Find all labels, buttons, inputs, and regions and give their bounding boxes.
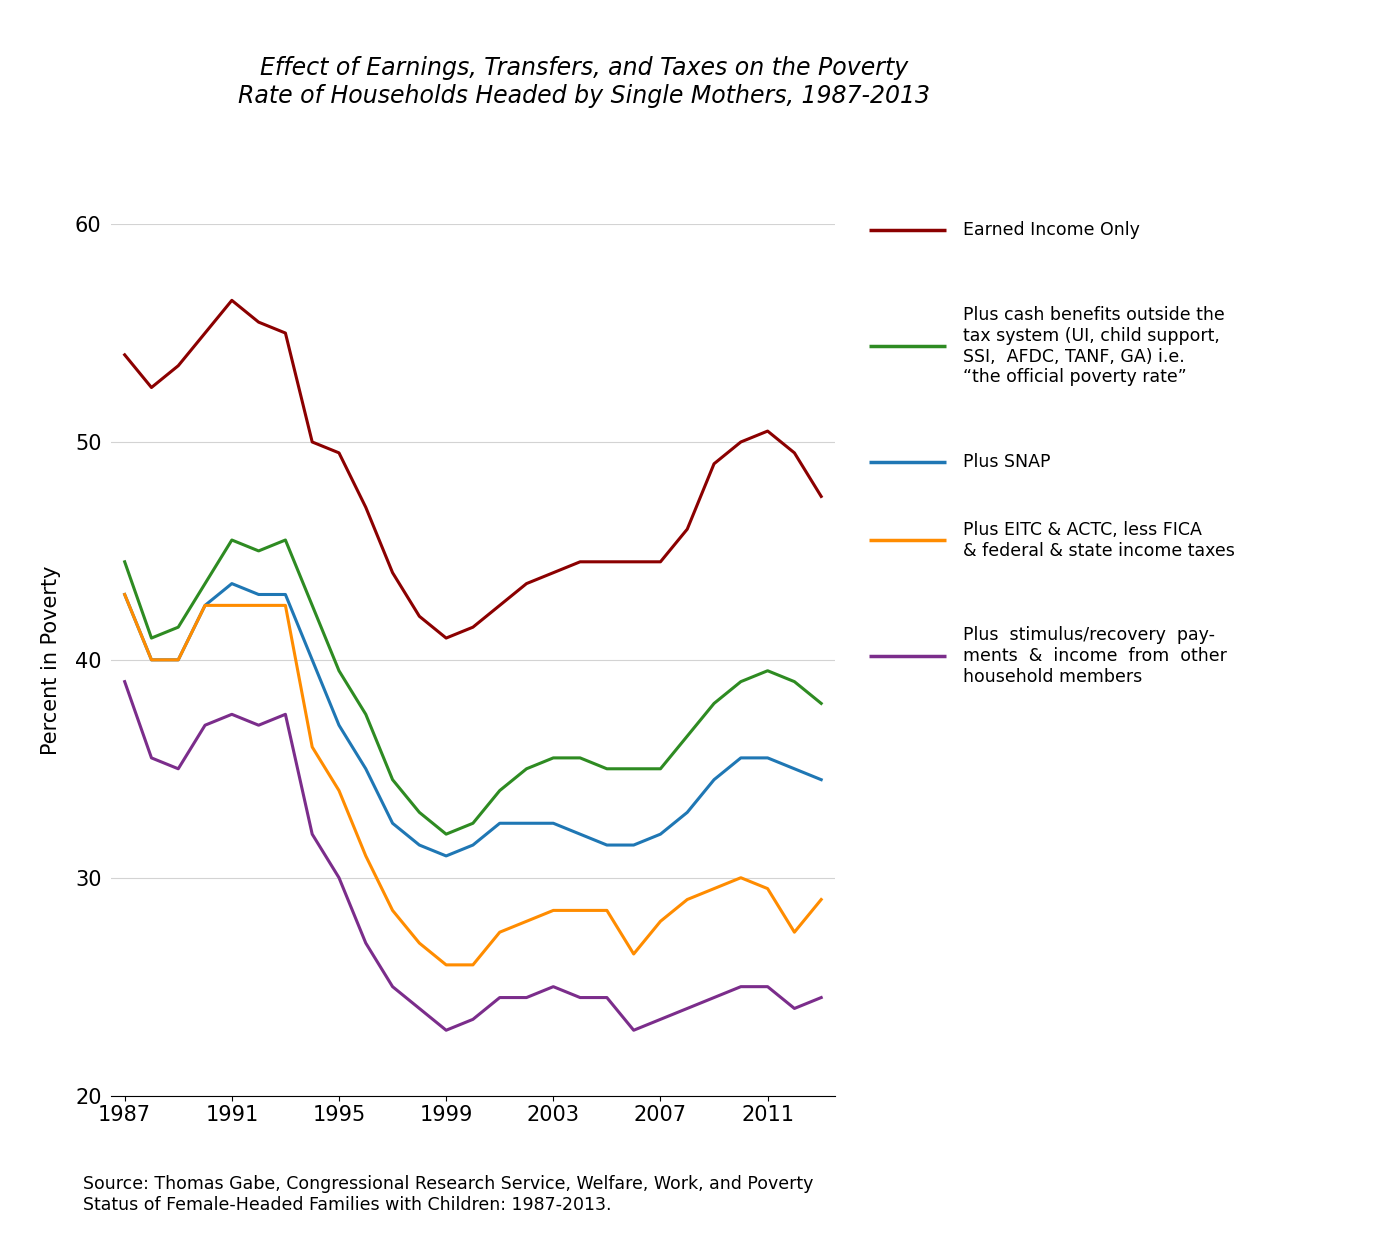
Text: Earned Income Only: Earned Income Only bbox=[963, 222, 1139, 239]
Text: Plus cash benefits outside the
tax system (UI, child support,
SSI,  AFDC, TANF, : Plus cash benefits outside the tax syste… bbox=[963, 306, 1224, 386]
Text: Plus EITC & ACTC, less FICA
& federal & state income taxes: Plus EITC & ACTC, less FICA & federal & … bbox=[963, 520, 1234, 560]
Text: Source: Thomas Gabe, Congressional Research Service, Welfare, Work, and Poverty
: Source: Thomas Gabe, Congressional Resea… bbox=[83, 1175, 814, 1214]
Y-axis label: Percent in Poverty: Percent in Poverty bbox=[42, 565, 61, 754]
Text: Effect of Earnings, Transfers, and Taxes on the Poverty
Rate of Households Heade: Effect of Earnings, Transfers, and Taxes… bbox=[238, 56, 931, 108]
Text: Plus  stimulus/recovery  pay-
ments  &  income  from  other
household members: Plus stimulus/recovery pay- ments & inco… bbox=[963, 626, 1227, 686]
Text: Plus SNAP: Plus SNAP bbox=[963, 453, 1050, 471]
